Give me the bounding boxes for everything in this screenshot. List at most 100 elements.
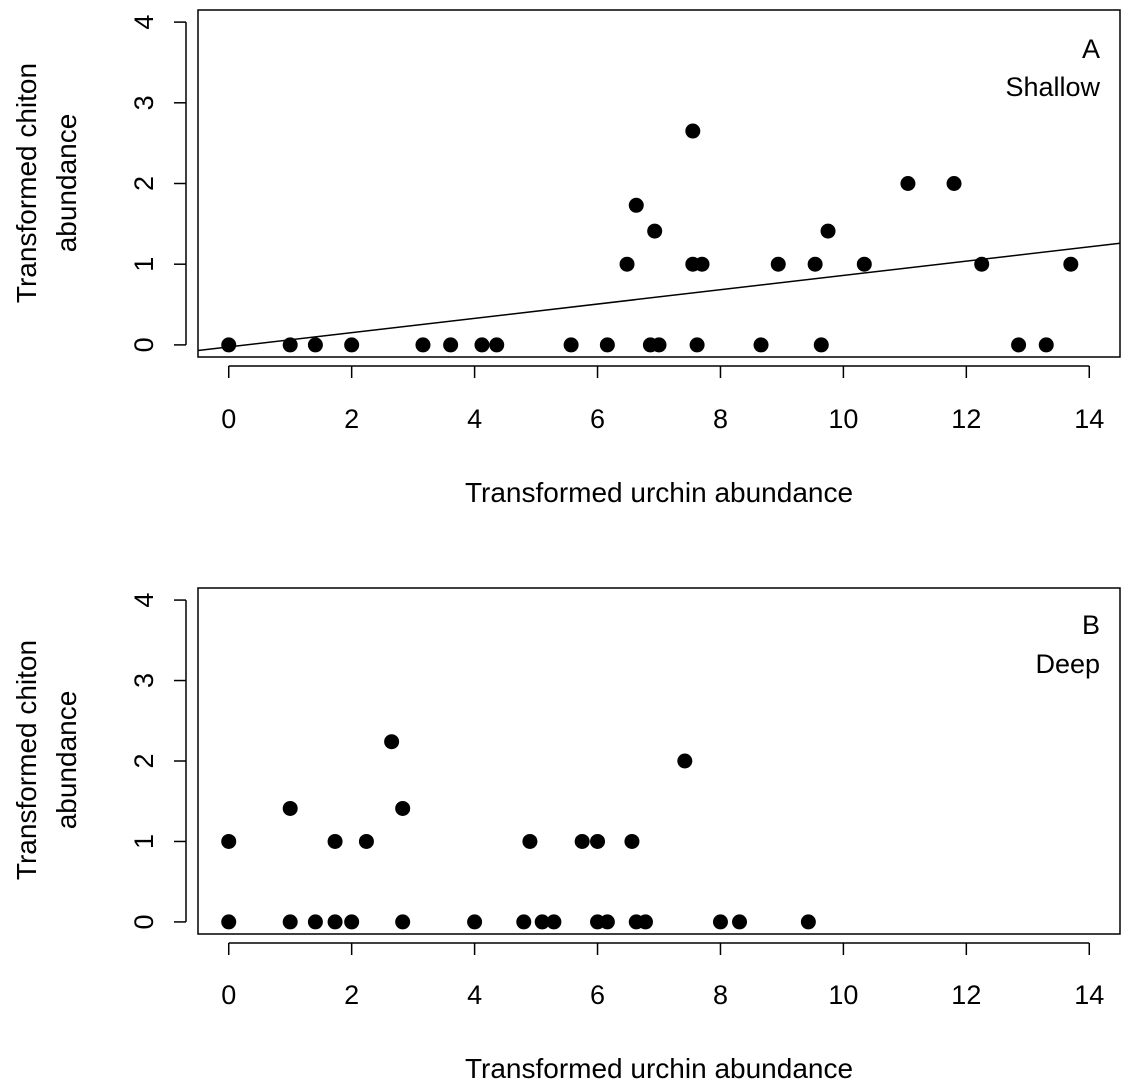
data-point-b xyxy=(800,914,816,930)
data-point-b xyxy=(546,914,562,930)
scatter-points-b xyxy=(221,734,816,930)
data-point-a xyxy=(647,223,663,239)
data-point-b xyxy=(624,833,640,849)
plot-frame-a xyxy=(197,9,1121,358)
y-tick-label-a: 1 xyxy=(129,257,159,272)
data-point-b xyxy=(307,914,323,930)
data-point-b xyxy=(712,914,728,930)
data-point-b xyxy=(522,833,538,849)
data-point-a xyxy=(685,123,701,139)
data-point-a xyxy=(221,337,237,353)
x-tick-label-b: 4 xyxy=(467,980,482,1010)
data-point-a xyxy=(856,256,872,272)
data-point-b xyxy=(677,753,693,769)
x-tick-label-a: 0 xyxy=(221,404,236,434)
data-point-a xyxy=(689,337,705,353)
x-tick-label-a: 6 xyxy=(590,404,605,434)
data-point-b xyxy=(384,734,400,750)
x-tick-label-a: 8 xyxy=(713,404,728,434)
panel-label-a: A xyxy=(1082,34,1100,64)
y-tick-label-b: 1 xyxy=(129,834,159,849)
data-point-b xyxy=(599,914,615,930)
y-axis-b: 0 1 2 3 4 xyxy=(129,593,187,929)
panel-b: B Deep Transformed urchin abundance Tran… xyxy=(11,587,1121,1084)
y-tick-label-b: 2 xyxy=(129,753,159,768)
data-point-a xyxy=(807,256,823,272)
data-point-b xyxy=(327,833,343,849)
data-point-a xyxy=(282,337,298,353)
regression-line-a xyxy=(197,242,1121,352)
x-tick-label-b: 10 xyxy=(828,980,858,1010)
y-tick-label-a: 0 xyxy=(129,337,159,352)
data-point-b xyxy=(344,914,360,930)
data-point-a xyxy=(474,337,490,353)
y-axis-label-b-line1: Transformed chiton xyxy=(11,640,42,880)
data-point-b xyxy=(327,914,343,930)
data-point-b xyxy=(516,914,532,930)
data-point-a xyxy=(946,176,962,191)
data-point-a xyxy=(619,256,635,272)
data-point-a xyxy=(1038,337,1054,353)
data-point-b xyxy=(590,833,606,849)
data-point-b xyxy=(221,914,237,930)
data-point-b xyxy=(358,833,374,849)
y-axis-label-a-line2: abundance xyxy=(51,114,82,253)
data-point-a xyxy=(753,337,769,353)
data-point-a xyxy=(694,256,710,272)
panel-label-b: B xyxy=(1082,610,1100,640)
data-point-b xyxy=(637,914,653,930)
data-point-a xyxy=(344,337,360,353)
data-point-a xyxy=(974,256,990,272)
y-axis-a: 0 1 2 3 4 xyxy=(129,15,187,352)
x-tick-label-b: 0 xyxy=(221,980,236,1010)
x-tick-label-a: 14 xyxy=(1074,404,1104,434)
data-point-b xyxy=(221,833,237,849)
x-axis-b: 0 2 4 6 8 10 12 14 xyxy=(221,942,1104,1010)
panel-name-a: Shallow xyxy=(1005,72,1100,102)
y-tick-label-a: 4 xyxy=(129,15,159,30)
data-point-a xyxy=(813,337,829,353)
data-point-a xyxy=(1063,256,1079,272)
data-point-b xyxy=(282,914,298,930)
x-tick-label-a: 12 xyxy=(951,404,981,434)
data-point-b xyxy=(395,914,411,930)
data-point-b xyxy=(467,914,483,930)
x-tick-label-b: 8 xyxy=(713,980,728,1010)
x-tick-label-b: 14 xyxy=(1074,980,1104,1010)
data-point-a xyxy=(415,337,431,353)
y-tick-label-a: 3 xyxy=(129,95,159,110)
scatter-points-a xyxy=(197,123,1121,353)
data-point-a xyxy=(563,337,579,353)
x-tick-label-a: 2 xyxy=(344,404,359,434)
x-axis-a: 0 2 4 6 8 10 12 14 xyxy=(221,365,1104,434)
data-point-a xyxy=(770,256,786,272)
data-point-a xyxy=(820,223,836,239)
y-tick-label-b: 0 xyxy=(129,914,159,929)
y-axis-label-a-line1: Transformed chiton xyxy=(11,63,42,303)
data-point-b xyxy=(395,800,411,816)
x-tick-label-b: 12 xyxy=(951,980,981,1010)
plot-frame-b xyxy=(197,587,1121,935)
y-tick-label-a: 2 xyxy=(129,176,159,191)
data-point-b xyxy=(534,914,550,930)
y-tick-label-b: 3 xyxy=(129,673,159,688)
data-point-b xyxy=(732,914,748,930)
y-tick-label-b: 4 xyxy=(129,593,159,608)
data-point-b xyxy=(574,833,590,849)
x-tick-label-b: 2 xyxy=(344,980,359,1010)
data-point-a xyxy=(599,337,615,353)
x-tick-label-a: 10 xyxy=(828,404,858,434)
data-point-a xyxy=(628,197,644,213)
data-point-a xyxy=(443,337,459,353)
data-point-a xyxy=(651,337,667,353)
data-point-a xyxy=(307,337,323,353)
data-point-a xyxy=(900,176,916,191)
panel-a: A Shallow Transformed urchin abundance T… xyxy=(11,9,1121,508)
data-point-b xyxy=(282,800,298,816)
panel-name-b: Deep xyxy=(1035,649,1100,679)
x-axis-label-b: Transformed urchin abundance xyxy=(465,1053,853,1084)
x-axis-label-a: Transformed urchin abundance xyxy=(465,477,853,508)
x-tick-label-b: 6 xyxy=(590,980,605,1010)
y-axis-label-b-line2: abundance xyxy=(51,691,82,830)
